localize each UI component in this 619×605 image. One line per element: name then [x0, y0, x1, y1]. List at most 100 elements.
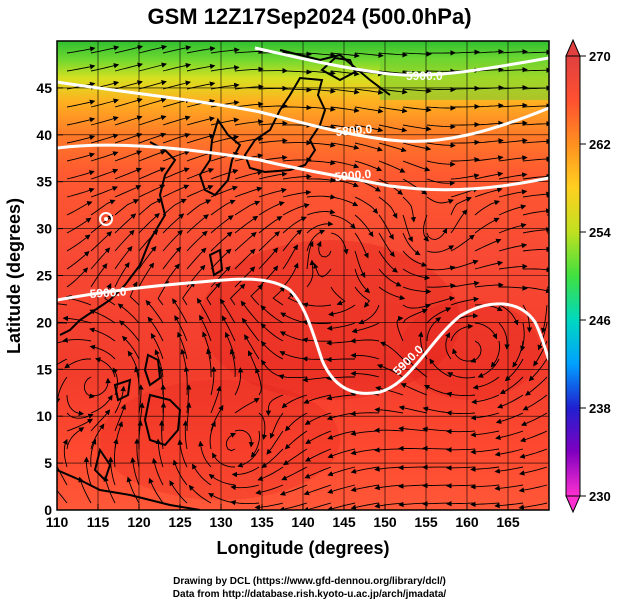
streamline-arrow — [378, 106, 408, 114]
streamline-arrow — [398, 445, 428, 452]
streamline-arrow — [234, 397, 260, 414]
streamline-arrow — [281, 394, 308, 409]
streamline-arrow — [306, 160, 336, 166]
streamline-arrow — [402, 308, 428, 324]
contour-5900-south — [57, 277, 549, 395]
streamline-arrow — [450, 234, 475, 252]
streamline-arrow — [330, 160, 360, 169]
y-tick-label: 40 — [36, 127, 52, 143]
streamline-arrow — [162, 132, 191, 144]
streamline-arrow — [426, 142, 456, 149]
x-tick-label: 140 — [291, 514, 315, 530]
streamline-arrow — [230, 500, 260, 506]
streamline-arrow — [118, 320, 140, 342]
streamline-arrow — [186, 46, 216, 54]
streamline-arrow — [470, 430, 500, 438]
streamline-arrow — [378, 286, 406, 301]
streamline-arrow — [376, 363, 404, 378]
streamline-arrow — [272, 286, 286, 306]
streamline-arrow — [266, 430, 284, 455]
streamline-arrow — [114, 185, 142, 198]
streamline-arrow — [494, 466, 524, 474]
streamline-arrow — [499, 376, 524, 395]
streamline-arrow — [147, 316, 164, 342]
streamline-arrow — [522, 208, 549, 216]
streamline-arrow — [402, 250, 428, 267]
streamline-arrow — [234, 429, 255, 448]
streamline-arrow — [474, 322, 498, 340]
streamline-arrow — [210, 265, 231, 288]
streamline-arrow — [426, 227, 448, 240]
streamline-arrow — [90, 377, 111, 397]
streamline-arrow — [474, 187, 503, 198]
streamline-arrow — [354, 106, 384, 114]
streamline-arrow — [66, 64, 96, 72]
streamline-arrow — [304, 466, 332, 479]
streamline-arrow — [522, 246, 549, 253]
streamline-arrow — [504, 358, 524, 382]
streamline-arrow — [522, 67, 549, 73]
streamline-arrow — [66, 134, 96, 144]
streamline-arrow — [129, 281, 140, 306]
streamline-arrow — [258, 138, 288, 144]
hot-core — [400, 300, 540, 400]
streamline-arrow — [497, 394, 524, 409]
streamline-arrow — [350, 338, 380, 344]
streamline-arrow — [494, 448, 524, 457]
streamline-arrow — [330, 88, 360, 95]
streamline-arrow — [519, 466, 548, 476]
coastline — [57, 49, 391, 510]
streamline-arrow — [498, 189, 528, 198]
streamline-arrow — [494, 484, 524, 491]
streamline-arrow — [155, 438, 164, 468]
streamline-arrow — [221, 315, 236, 342]
streamline-arrow — [104, 282, 116, 306]
y-tick-label: 20 — [36, 314, 52, 330]
streamline-arrow — [426, 160, 456, 168]
streamline-arrow — [522, 49, 549, 55]
colorbar-tick-label: 246 — [589, 313, 611, 328]
streamline-arrow — [90, 409, 111, 432]
streamline-arrow — [426, 295, 455, 306]
streamline-arrow — [525, 376, 548, 396]
streamline-arrow — [470, 448, 500, 455]
streamline-arrow — [114, 262, 130, 288]
streamline-arrow — [283, 87, 312, 93]
x-tick-label: 160 — [455, 514, 479, 530]
x-axis: 110 115 120 125 130 135 140 145 150 155 160 165 — [46, 504, 520, 530]
streamline-arrow — [210, 134, 240, 144]
x-tick-label: 120 — [127, 514, 151, 530]
streamline-arrow — [66, 418, 94, 432]
streamline-arrow — [283, 104, 312, 111]
streamline-arrow — [402, 303, 431, 309]
streamline-arrow — [66, 99, 96, 108]
streamline-arrow — [498, 222, 527, 234]
streamline-arrow — [183, 366, 190, 396]
streamline-arrow — [258, 187, 287, 198]
y-tick-label: 30 — [36, 221, 52, 237]
streamline-arrow — [114, 229, 135, 252]
streamline-arrow — [279, 484, 308, 496]
streamline-arrow — [378, 232, 395, 258]
streamline-arrow — [450, 196, 472, 216]
streamline-arrow — [83, 376, 95, 399]
streamline-arrow — [162, 184, 190, 198]
streamline-arrow — [186, 247, 207, 270]
streamline-arrow — [474, 260, 504, 270]
streamline-arrow — [182, 420, 189, 450]
streamline-arrow — [426, 265, 456, 271]
streamline-arrow — [240, 300, 260, 324]
streamline-arrow — [90, 116, 119, 126]
streamline-arrow — [330, 286, 346, 306]
streamline-arrow — [450, 121, 480, 128]
streamline-arrow — [66, 267, 89, 288]
streamline-arrow — [138, 44, 168, 54]
streamline-arrow — [306, 70, 336, 76]
streamline-arrow — [66, 200, 93, 216]
streamline-arrow — [186, 98, 216, 108]
streamline-arrow — [378, 250, 398, 273]
streamline-arrow — [426, 196, 454, 205]
contour-label: 5900.0 — [334, 167, 372, 184]
streamline-arrow — [498, 137, 528, 144]
streamline-arrow — [57, 358, 68, 366]
